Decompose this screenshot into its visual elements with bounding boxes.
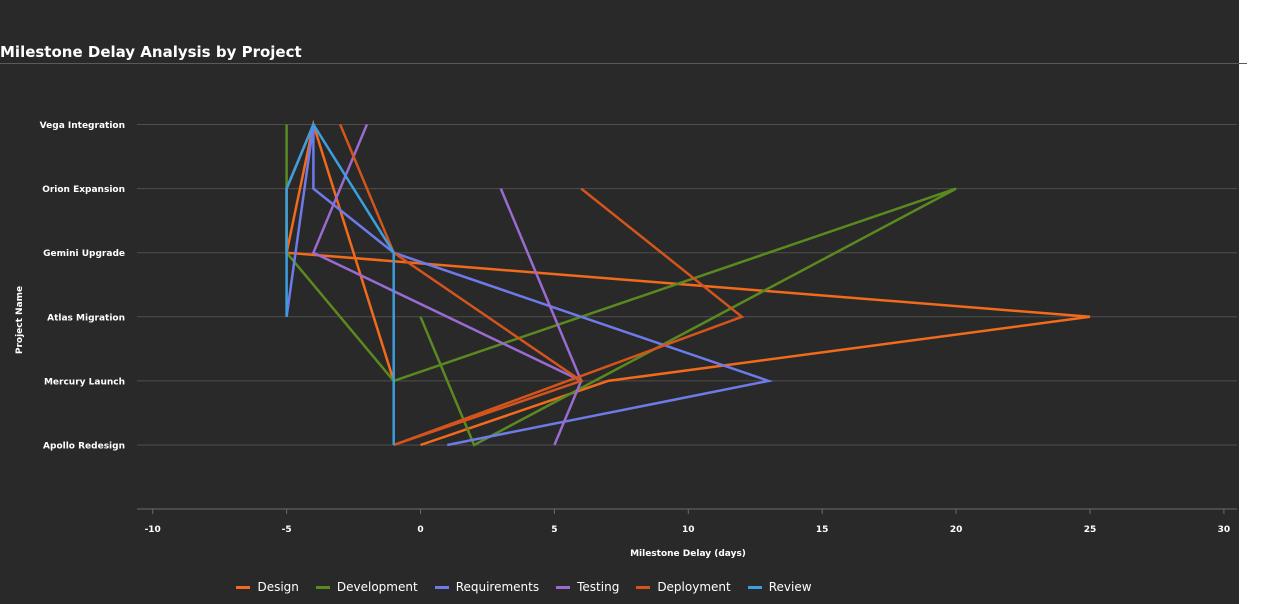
legend-label: Review	[768, 580, 812, 594]
axes	[137, 508, 1237, 514]
legend-item-testing[interactable]: Testing	[556, 580, 619, 594]
legend-item-development[interactable]: Development	[315, 580, 418, 594]
chart-plot: Apollo Redesign Mercury Launch Atlas Migra…	[15, 119, 1237, 559]
chart-title: Milestone Delay Analysis by Project	[0, 43, 302, 61]
series-line-deployment	[339, 124, 745, 447]
y-tick-label: Mercury Launch	[44, 377, 125, 387]
x-tick-label: 0	[417, 525, 423, 535]
x-tick-label: 30	[1218, 525, 1231, 535]
legend-item-deployment[interactable]: Deployment	[636, 580, 731, 594]
y-tick-label: Atlas Migration	[47, 313, 125, 323]
y-tick-label: Apollo Redesign	[43, 442, 125, 452]
legend-item-review[interactable]: Review	[747, 580, 812, 594]
y-tick-label: Vega Integration	[40, 121, 125, 131]
title-divider	[0, 63, 1239, 64]
legend-swatch	[636, 585, 651, 589]
legend-label: Deployment	[657, 580, 731, 594]
legend-label: Design	[257, 580, 299, 594]
series-lines	[285, 119, 1091, 447]
legend-swatch	[434, 585, 449, 589]
series-line-requirements	[285, 124, 774, 447]
y-axis-label: Project Name	[15, 286, 25, 354]
x-tick-label: -10	[145, 525, 161, 535]
legend-item-design[interactable]: Design	[236, 580, 299, 594]
chart-panel	[0, 0, 1239, 604]
legend-swatch	[747, 585, 762, 589]
x-tick-label: -5	[282, 525, 292, 535]
x-axis-label: Milestone Delay (days)	[630, 549, 746, 559]
legend-swatch	[556, 585, 571, 589]
x-tick-label: 15	[816, 525, 829, 535]
x-tick-label: 10	[682, 525, 695, 535]
legend-label: Development	[336, 580, 418, 594]
x-tick-label: 5	[551, 525, 557, 535]
series-line-review	[285, 121, 395, 445]
legend-label: Testing	[577, 580, 620, 594]
y-tick-label: Orion Expansion	[42, 185, 125, 195]
grid-lines	[137, 124, 1237, 446]
legend-swatch	[315, 585, 330, 589]
legend-item-requirements[interactable]: Requirements	[434, 580, 540, 594]
legend: Design Development Requirements Testing Depl…	[0, 580, 1048, 594]
series-line-development	[285, 124, 957, 447]
series-line-testing	[311, 124, 583, 446]
x-tick-label: 20	[950, 525, 963, 535]
legend-label: Requirements	[455, 580, 540, 594]
divider-tick	[1239, 63, 1247, 64]
legend-swatch	[236, 585, 251, 589]
y-tick-label: Gemini Upgrade	[43, 249, 125, 259]
tick-labels: Apollo Redesign Mercury Launch Atlas Migra…	[40, 121, 1230, 535]
x-tick-label: 25	[1084, 525, 1097, 535]
